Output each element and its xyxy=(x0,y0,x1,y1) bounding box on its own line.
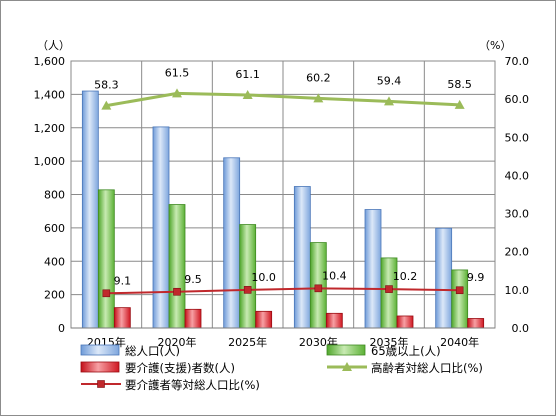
marker-elderly-ratio xyxy=(454,99,465,109)
marker-care-ratio xyxy=(385,285,393,293)
bar-age-65-plus xyxy=(380,257,398,329)
marker-care-ratio xyxy=(102,289,111,298)
legend-item: 総人口(人) xyxy=(80,344,180,358)
gridlines xyxy=(71,60,495,328)
legend: 総人口(人) 65歳以上(人) 要介護(支援)者数(人) 高齢者対総人口比(%) 要介護… xyxy=(80,344,483,392)
y-left-tick-label: 1,600 xyxy=(34,55,66,68)
bar-total-population xyxy=(223,157,241,329)
y-right-tick-label: 20.0 xyxy=(505,246,530,259)
x-category-label: 2025年 xyxy=(228,335,267,349)
y-left-tick-label: 400 xyxy=(44,255,65,268)
data-label-elderly-ratio: 58.5 xyxy=(447,78,472,91)
x-category-label: 2020年 xyxy=(158,335,197,349)
bar-total-population xyxy=(81,90,99,329)
bar-age-65-plus xyxy=(168,204,186,329)
y-right-tick-label: 40.0 xyxy=(505,169,530,182)
y-left-tick-label: 1,400 xyxy=(34,88,66,101)
marker-elderly-ratio xyxy=(172,88,182,98)
data-labels: 58.3 61.5 61.1 60.2 59.4 58.5 9.1 9.5 10.0 10.4 10… xyxy=(94,66,484,287)
bar-care-needed xyxy=(396,315,414,329)
legend-swatch xyxy=(80,344,120,356)
x-category-label: 2040年 xyxy=(440,335,479,349)
x-category-label: 2035年 xyxy=(370,335,409,349)
bar-total-population xyxy=(364,209,382,329)
y-left-tick-label: 800 xyxy=(44,189,65,202)
data-label-elderly-ratio: 61.1 xyxy=(235,68,260,81)
marker-elderly-ratio xyxy=(384,96,394,106)
bar-total-population xyxy=(152,126,170,329)
data-label-care-ratio: 9.5 xyxy=(184,273,202,286)
line-elderly-ratio xyxy=(106,91,460,108)
y-left-tick-label: 0 xyxy=(58,322,65,335)
marker-elderly-ratio xyxy=(242,89,253,99)
bar-care-needed xyxy=(255,310,273,329)
bar-total-population xyxy=(435,227,453,329)
legend-item: 要介護(支援)者数(人) xyxy=(80,361,235,375)
y-right-tick-label: 50.0 xyxy=(505,131,530,144)
data-label-care-ratio: 10.4 xyxy=(322,269,347,282)
y-right-unit-label: （%） xyxy=(479,39,511,52)
marker-care-ratio xyxy=(173,287,181,296)
data-label-care-ratio: 10.2 xyxy=(393,270,418,283)
y-right-tick-label: 10.0 xyxy=(505,284,530,297)
legend-marker xyxy=(342,362,352,371)
bar-care-needed xyxy=(467,318,485,329)
data-label-elderly-ratio: 59.4 xyxy=(377,74,402,87)
data-label-elderly-ratio: 58.3 xyxy=(94,79,119,92)
marker-care-ratio xyxy=(314,284,323,293)
bar-age-65-plus xyxy=(451,269,469,329)
y-left-tick-label: 200 xyxy=(44,289,65,302)
legend-item: 要介護者等対総人口比(%) xyxy=(81,378,260,392)
marker-care-ratio xyxy=(455,286,464,295)
marker-elderly-ratio xyxy=(101,100,112,110)
bar-total-population xyxy=(293,186,311,329)
legend-label: 要介護(支援)者数(人) xyxy=(125,361,235,375)
lines xyxy=(101,88,465,298)
data-label-care-ratio: 9.1 xyxy=(114,274,132,287)
legend-label: 総人口(人) xyxy=(125,344,180,358)
y-left-tick-label: 600 xyxy=(44,222,65,235)
bar-care-needed xyxy=(184,308,202,329)
data-label-elderly-ratio: 60.2 xyxy=(306,71,331,84)
marker-elderly-ratio xyxy=(313,93,324,103)
line-care-ratio xyxy=(106,287,460,295)
y-left-tick-label: 1,200 xyxy=(34,122,66,135)
bar-care-needed xyxy=(325,312,343,329)
bar-age-65-plus xyxy=(97,189,115,329)
axes: 0 200 400 600 800 1,000 1,200 1,400 1,600 0.0 10.0… xyxy=(34,39,530,349)
y-left-tick-label: 1,000 xyxy=(34,155,66,168)
legend-label: 高齢者対総人口比(%) xyxy=(371,361,483,375)
bar-care-needed xyxy=(113,307,131,329)
data-label-care-ratio: 10.0 xyxy=(251,271,276,284)
legend-label: 65歳以上(人) xyxy=(371,344,441,358)
legend-item: 高齢者対総人口比(%) xyxy=(327,361,483,375)
legend-swatch xyxy=(326,344,366,356)
marker-care-ratio xyxy=(243,286,252,294)
legend-marker xyxy=(97,380,105,388)
y-right-tick-label: 60.0 xyxy=(505,93,530,106)
data-label-care-ratio: 9.9 xyxy=(467,271,485,284)
y-right-tick-label: 70.0 xyxy=(505,55,530,68)
legend-label: 要介護者等対総人口比(%) xyxy=(125,378,260,392)
data-label-elderly-ratio: 61.5 xyxy=(165,66,190,79)
legend-swatch xyxy=(80,361,120,373)
y-right-tick-label: 30.0 xyxy=(505,208,530,221)
y-right-tick-label: 0.0 xyxy=(512,322,530,335)
y-left-unit-label: （人） xyxy=(37,39,70,52)
legend-item: 65歳以上(人) xyxy=(326,344,441,358)
